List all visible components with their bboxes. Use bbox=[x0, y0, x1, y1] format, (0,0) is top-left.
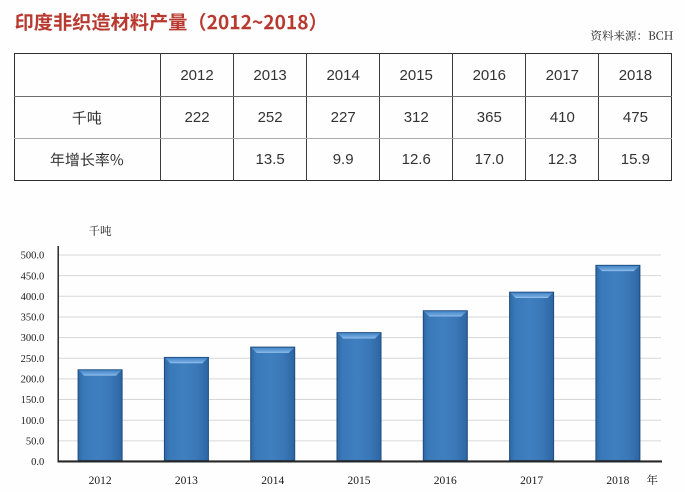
svg-text:350.0: 350.0 bbox=[21, 313, 45, 324]
svg-text:2016: 2016 bbox=[434, 475, 457, 487]
svg-text:50.0: 50.0 bbox=[26, 436, 44, 447]
svg-text:300.0: 300.0 bbox=[21, 333, 45, 344]
svg-text:250.0: 250.0 bbox=[21, 354, 45, 365]
svg-text:2018: 2018 bbox=[606, 475, 629, 487]
svg-text:2015: 2015 bbox=[348, 475, 371, 487]
svg-text:400.0: 400.0 bbox=[21, 292, 45, 303]
svg-text:2013: 2013 bbox=[175, 475, 198, 487]
svg-text:200.0: 200.0 bbox=[21, 375, 45, 386]
svg-text:2017: 2017 bbox=[520, 475, 543, 487]
svg-text:500.0: 500.0 bbox=[21, 251, 45, 262]
svg-text:450.0: 450.0 bbox=[21, 271, 45, 282]
svg-text:100.0: 100.0 bbox=[21, 416, 45, 427]
svg-text:2014: 2014 bbox=[261, 475, 284, 487]
svg-text:150.0: 150.0 bbox=[21, 395, 45, 406]
svg-text:2012: 2012 bbox=[89, 475, 112, 487]
svg-text:0.0: 0.0 bbox=[31, 457, 44, 468]
